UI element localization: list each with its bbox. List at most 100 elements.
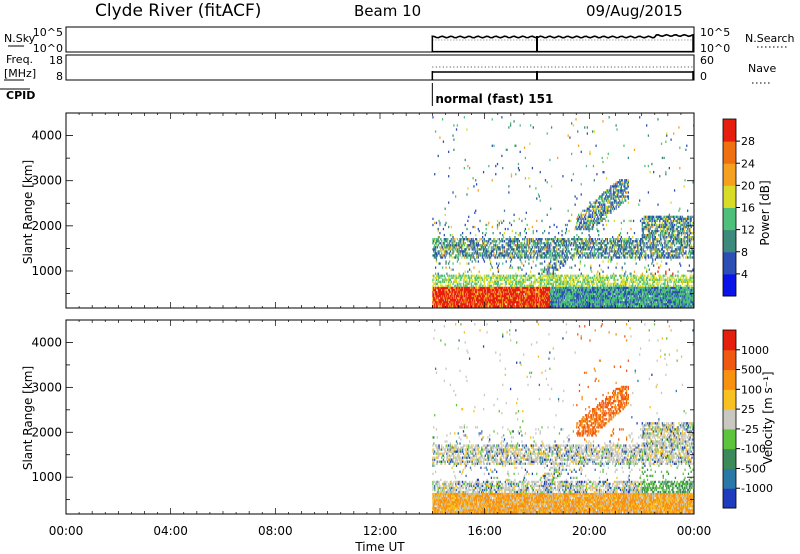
heat-cell <box>524 254 527 257</box>
heat-cell <box>490 288 493 292</box>
heat-cell <box>487 256 489 259</box>
heat-cell <box>481 298 483 302</box>
heat-cell <box>464 298 466 302</box>
heat-cell <box>571 254 573 257</box>
heat-cell <box>471 280 473 284</box>
heat-cell <box>449 248 452 251</box>
heat-cell <box>624 254 626 257</box>
heat-cell <box>516 286 518 290</box>
heat-cell <box>544 303 547 306</box>
heat-cell <box>500 294 502 298</box>
heat-cell <box>550 250 552 253</box>
heat-cell <box>496 246 499 249</box>
heat-cell <box>552 286 554 290</box>
heat-cell <box>503 250 506 253</box>
heat-cell <box>489 292 491 296</box>
heat-cell <box>461 292 464 296</box>
heat-cell <box>545 288 547 292</box>
heat-cell <box>621 282 623 286</box>
heat-cell <box>572 305 575 308</box>
heat-cell <box>615 201 617 204</box>
heat-cell <box>569 290 571 294</box>
heat-cell <box>542 280 544 284</box>
heat-cell <box>577 298 580 302</box>
heat-cell <box>580 225 582 229</box>
heat-cell <box>461 301 464 304</box>
heat-cell <box>551 264 554 267</box>
heat-cell <box>613 280 616 284</box>
heat-cell <box>446 290 448 294</box>
heat-cell <box>576 225 578 229</box>
heat-cell <box>454 280 456 284</box>
heat-cell <box>502 290 504 294</box>
heat-cell <box>601 248 603 251</box>
heat-cell <box>600 219 602 223</box>
heat-cell <box>440 286 442 290</box>
heat-cell <box>623 250 625 253</box>
heat-cell <box>585 252 588 255</box>
heat-cell <box>479 290 481 294</box>
heat-cell <box>519 124 521 127</box>
heat-cell <box>473 296 475 300</box>
heat-cell <box>543 252 546 255</box>
heat-cell <box>476 246 479 249</box>
heat-cell <box>563 301 565 304</box>
heat-cell <box>470 292 472 296</box>
heat-cell <box>445 303 447 306</box>
heat-cell <box>583 252 585 255</box>
heat-cell <box>509 244 511 247</box>
heat-cell <box>489 290 492 294</box>
heat-cell <box>490 290 493 294</box>
heat-cell <box>565 280 568 284</box>
heat-cell <box>559 250 561 253</box>
heat-cell <box>490 276 493 279</box>
heat-cell <box>475 233 477 237</box>
heat-cell <box>504 305 506 308</box>
heat-cell <box>497 274 500 277</box>
heat-cell <box>577 252 580 255</box>
heat-cell <box>540 305 542 308</box>
heat-cell <box>524 303 527 306</box>
heat-cell <box>503 288 506 292</box>
heat-cell <box>496 240 498 243</box>
heat-cell <box>579 290 582 294</box>
heat-cell <box>449 244 452 247</box>
heat-cell <box>568 238 570 241</box>
heat-cell <box>583 288 585 292</box>
heat-cell <box>488 280 490 284</box>
heat-cell <box>534 252 536 255</box>
heat-cell <box>479 303 481 306</box>
heat-cell <box>596 303 598 306</box>
heat-cell <box>537 254 539 257</box>
heat-cell <box>540 276 542 279</box>
heat-cell <box>559 256 561 259</box>
heat-cell <box>520 260 522 263</box>
heat-cell <box>592 254 595 257</box>
heat-cell <box>586 278 588 281</box>
heat-cell <box>467 240 469 243</box>
heat-cell <box>530 288 532 292</box>
heat-cell <box>465 286 467 290</box>
heat-cell <box>516 240 518 243</box>
heat-cell <box>433 288 435 292</box>
heat-cell <box>577 219 579 223</box>
heat-cell <box>567 303 569 306</box>
heat-cell <box>502 166 504 170</box>
heat-cell <box>524 246 527 249</box>
heat-cell <box>606 292 609 296</box>
heat-cell <box>450 286 452 290</box>
heat-cell <box>622 294 624 298</box>
heat-cell <box>578 227 581 231</box>
heat-cell <box>448 280 451 284</box>
heat-cell <box>475 288 477 292</box>
heat-cell <box>484 298 486 302</box>
freq-left-tick-bottom: 8 <box>56 70 63 83</box>
heat-cell <box>603 242 605 245</box>
heat-cell <box>543 286 545 290</box>
heat-cell <box>567 280 569 284</box>
heat-cell <box>559 294 561 298</box>
heat-cell <box>459 305 461 308</box>
heat-cell <box>619 248 622 251</box>
heat-cell <box>505 276 507 279</box>
heat-cell <box>455 244 457 247</box>
